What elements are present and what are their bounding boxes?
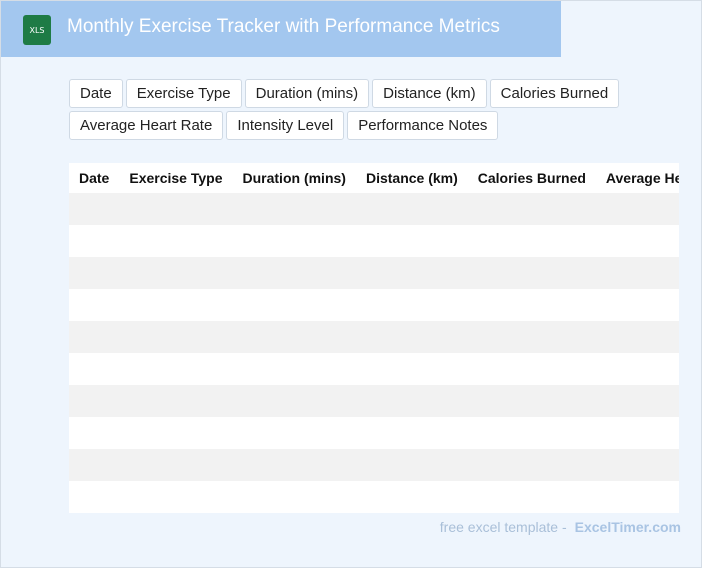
table-cell <box>232 193 356 225</box>
table-cell <box>595 193 679 225</box>
table-cell <box>69 481 120 513</box>
table-cell <box>595 481 679 513</box>
tag[interactable]: Distance (km) <box>372 79 487 108</box>
table-cell <box>232 289 356 321</box>
tag[interactable]: Calories Burned <box>489 79 620 108</box>
table-cell <box>119 257 233 289</box>
table-cell <box>595 417 679 449</box>
table-cell <box>69 417 120 449</box>
table-cell <box>69 257 120 289</box>
table-cell <box>467 289 596 321</box>
table-cell <box>232 353 356 385</box>
column-header: Distance (km) <box>365 170 458 186</box>
column-header: Duration (mins) <box>242 170 346 186</box>
table-cell <box>355 449 468 481</box>
table-cell <box>119 225 233 257</box>
table-cell <box>119 481 233 513</box>
table-cell <box>119 321 233 353</box>
table-row <box>69 321 679 353</box>
table-row <box>69 417 679 449</box>
footer-text: free excel template - <box>439 519 567 535</box>
table-cell <box>467 481 596 513</box>
table-cell <box>467 417 596 449</box>
table-cell <box>119 353 233 385</box>
table-cell <box>69 193 120 225</box>
footer: free excel template - ExcelTimer.com <box>440 519 681 535</box>
table-cell <box>467 385 596 417</box>
table-cell <box>467 353 596 385</box>
table-cell <box>355 225 468 257</box>
table-cell <box>119 385 233 417</box>
table-cell <box>467 193 596 225</box>
table-cell <box>595 321 679 353</box>
header-row: Date Exercise Type Duration (mins) Distance… <box>69 163 679 193</box>
table-cell <box>355 289 468 321</box>
table-row <box>69 289 679 321</box>
table-cell <box>119 193 233 225</box>
table-cell <box>467 257 596 289</box>
table-row <box>69 257 679 289</box>
table-row <box>69 449 679 481</box>
table-cell <box>355 353 468 385</box>
table-cell <box>595 449 679 481</box>
table-cell <box>232 321 356 353</box>
column-header: Date <box>79 170 110 186</box>
table-row <box>69 385 679 417</box>
table-row <box>69 481 679 513</box>
table-cell <box>467 225 596 257</box>
column-header: Exercise Type <box>129 170 223 186</box>
table-cell <box>119 449 233 481</box>
table-cell <box>595 385 679 417</box>
table-cell <box>355 481 468 513</box>
table-cell <box>355 321 468 353</box>
tag-list: Date Exercise Type Duration (mins) Distance… <box>69 79 629 140</box>
table-row <box>69 225 679 257</box>
table-cell <box>69 225 120 257</box>
table-cell <box>119 289 233 321</box>
header: XLS Monthly Exercise Tracker with Perfor… <box>1 1 561 57</box>
table-cell <box>595 353 679 385</box>
table-cell <box>119 417 233 449</box>
table-cell <box>232 481 356 513</box>
page-title: Monthly Exercise Tracker with Performanc… <box>67 16 500 37</box>
table: Date Exercise Type Duration (mins) Distance… <box>69 163 679 513</box>
table-cell <box>467 449 596 481</box>
table-cell <box>69 353 120 385</box>
table-cell <box>232 449 356 481</box>
table-cell <box>69 449 120 481</box>
table-cell <box>467 321 596 353</box>
table-container: Date Exercise Type Duration (mins) Distance… <box>69 163 679 513</box>
column-header: Average Heart Rate <box>605 170 679 186</box>
table-cell <box>355 193 468 225</box>
table-cell <box>232 417 356 449</box>
tag[interactable]: Exercise Type <box>125 79 242 108</box>
table-cell <box>232 257 356 289</box>
table-row <box>69 353 679 385</box>
table-cell <box>232 225 356 257</box>
table-cell <box>355 257 468 289</box>
table-cell <box>595 257 679 289</box>
tag[interactable]: Duration (mins) <box>244 79 370 108</box>
tag[interactable]: Performance Notes <box>347 111 499 140</box>
table-row <box>69 193 679 225</box>
tag[interactable]: Average Heart Rate <box>69 111 224 140</box>
table-cell <box>595 289 679 321</box>
table-cell <box>355 417 468 449</box>
table-cell <box>595 225 679 257</box>
file-icon: XLS <box>23 15 51 45</box>
table-cell <box>232 385 356 417</box>
table-cell <box>69 289 120 321</box>
column-header: Calories Burned <box>477 170 586 186</box>
table-cell <box>69 321 120 353</box>
tag[interactable]: Intensity Level <box>226 111 345 140</box>
footer-brand[interactable]: ExcelTimer.com <box>574 519 681 535</box>
tag[interactable]: Date <box>69 79 123 108</box>
table-cell <box>69 385 120 417</box>
table-cell <box>355 385 468 417</box>
